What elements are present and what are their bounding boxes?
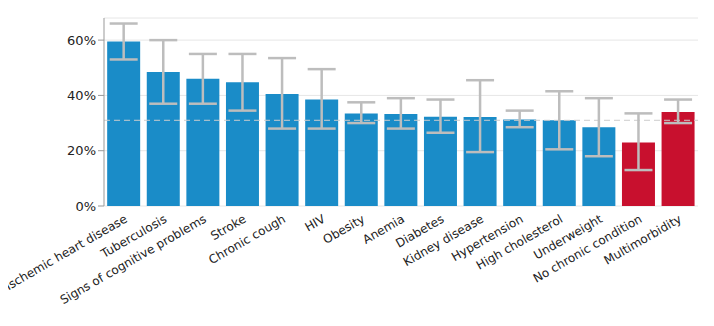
svg-text:Multimorbidity: Multimorbidity (602, 212, 684, 268)
svg-text:No chronic condition: No chronic condition (530, 211, 645, 286)
svg-text:Chronic cough: Chronic cough (206, 212, 288, 267)
svg-text:Tuberculosis: Tuberculosis (98, 211, 170, 261)
svg-text:Anemia: Anemia (360, 211, 407, 247)
svg-text:HIV: HIV (303, 211, 329, 234)
svg-text:Signs of cognitive problems: Signs of cognitive problems (58, 212, 209, 307)
svg-text:Hypertension: Hypertension (449, 211, 526, 265)
svg-text:0%: 0% (75, 199, 96, 214)
svg-text:60%: 60% (67, 33, 96, 48)
svg-text:20%: 20% (67, 143, 96, 158)
svg-text:Underweight: Underweight (531, 211, 605, 263)
svg-text:Kidney disease: Kidney disease (400, 211, 486, 270)
svg-text:40%: 40% (67, 88, 96, 103)
svg-text:High cholesterol: High cholesterol (473, 211, 566, 273)
svg-text:Obesity: Obesity (320, 212, 367, 247)
svg-text:Stroke: Stroke (208, 211, 249, 244)
svg-text:Diabetes: Diabetes (393, 211, 447, 251)
